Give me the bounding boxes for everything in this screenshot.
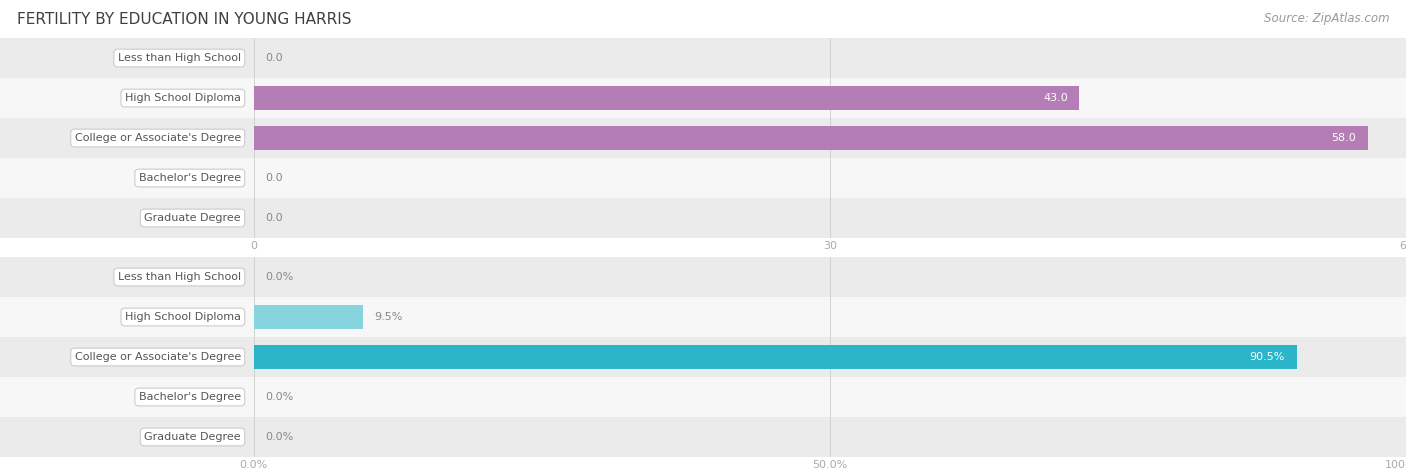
- Text: 43.0: 43.0: [1043, 93, 1069, 103]
- Bar: [0, 377, 1406, 417]
- Bar: [0, 257, 1406, 297]
- Text: High School Diploma: High School Diploma: [125, 93, 240, 103]
- Bar: [253, 126, 1368, 150]
- Text: Graduate Degree: Graduate Degree: [145, 213, 240, 223]
- Bar: [0, 158, 1406, 198]
- Bar: [0, 417, 1406, 457]
- Bar: [0, 78, 1406, 118]
- Text: 90.5%: 90.5%: [1250, 352, 1285, 362]
- Text: Less than High School: Less than High School: [118, 53, 240, 63]
- Bar: [253, 345, 1296, 369]
- Bar: [0, 198, 1406, 238]
- Text: 0.0%: 0.0%: [266, 392, 294, 402]
- Text: 0.0: 0.0: [266, 53, 283, 63]
- Bar: [0, 297, 1406, 337]
- Text: College or Associate's Degree: College or Associate's Degree: [75, 352, 240, 362]
- Text: Bachelor's Degree: Bachelor's Degree: [139, 173, 240, 183]
- Text: FERTILITY BY EDUCATION IN YOUNG HARRIS: FERTILITY BY EDUCATION IN YOUNG HARRIS: [17, 12, 352, 27]
- Text: Bachelor's Degree: Bachelor's Degree: [139, 392, 240, 402]
- Text: 0.0%: 0.0%: [266, 272, 294, 282]
- Text: 0.0: 0.0: [266, 213, 283, 223]
- Text: Graduate Degree: Graduate Degree: [145, 432, 240, 442]
- Bar: [253, 305, 363, 329]
- Bar: [0, 38, 1406, 78]
- Text: Less than High School: Less than High School: [118, 272, 240, 282]
- Text: 0.0: 0.0: [266, 173, 283, 183]
- Text: 0.0%: 0.0%: [266, 432, 294, 442]
- Text: 58.0: 58.0: [1331, 133, 1355, 143]
- Text: College or Associate's Degree: College or Associate's Degree: [75, 133, 240, 143]
- Text: 9.5%: 9.5%: [374, 312, 404, 322]
- Text: Source: ZipAtlas.com: Source: ZipAtlas.com: [1264, 12, 1389, 25]
- Bar: [0, 337, 1406, 377]
- Bar: [0, 118, 1406, 158]
- Text: High School Diploma: High School Diploma: [125, 312, 240, 322]
- Bar: [253, 86, 1080, 110]
